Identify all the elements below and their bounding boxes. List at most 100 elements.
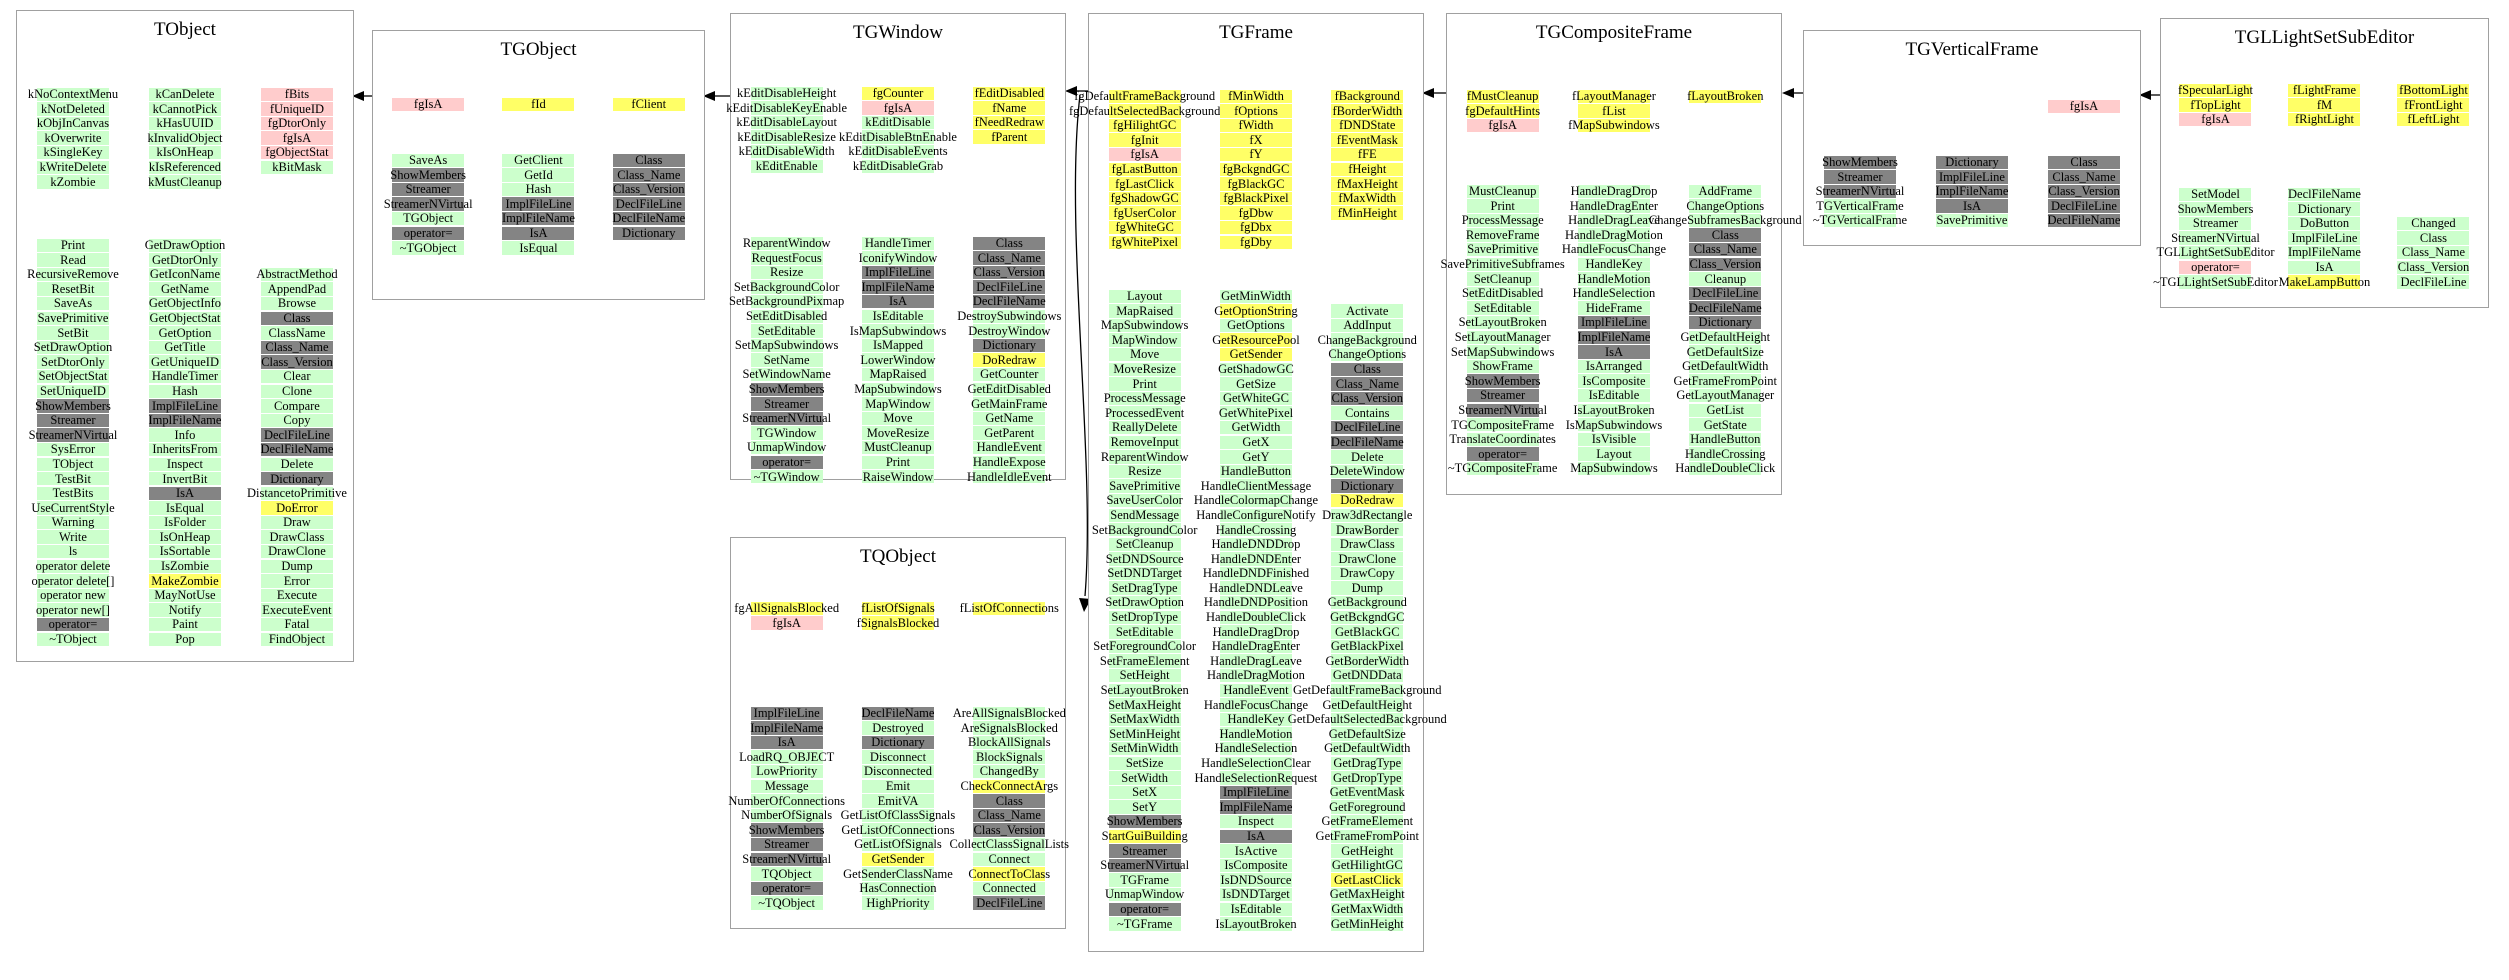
member-kbitmask[interactable]: kBitMask xyxy=(241,160,353,175)
member-getdefaultwidth[interactable]: GetDefaultWidth xyxy=(1312,741,1423,756)
member-fminwidth[interactable]: fMinWidth xyxy=(1200,89,1311,104)
member-geteventmask[interactable]: GetEventMask xyxy=(1312,785,1423,800)
member-fglastbutton[interactable]: fgLastButton xyxy=(1089,162,1200,177)
member-streamernvirtual[interactable]: StreamerNVirtual xyxy=(1089,858,1200,873)
member-islayoutbroken[interactable]: IsLayoutBroken xyxy=(1558,403,1669,418)
member-setbit[interactable]: SetBit xyxy=(17,326,129,341)
member-handledndenter[interactable]: HandleDNDEnter xyxy=(1200,552,1311,567)
member-hideframe[interactable]: HideFrame xyxy=(1558,301,1669,316)
member-showframe[interactable]: ShowFrame xyxy=(1447,359,1558,374)
member-mapsubwindows[interactable]: MapSubwindows xyxy=(1089,318,1200,333)
member-getframefrompoint[interactable]: GetFrameFromPoint xyxy=(1312,829,1423,844)
member-fdndstate[interactable]: fDNDState xyxy=(1312,118,1423,133)
member-streamernvirtual[interactable]: StreamerNVirtual xyxy=(731,852,842,867)
member-implfileline[interactable]: ImplFileLine xyxy=(842,265,953,280)
member-fbits[interactable]: fBits xyxy=(241,87,353,102)
member-kobjincanvas[interactable]: kObjInCanvas xyxy=(17,116,129,131)
member-layout[interactable]: Layout xyxy=(1089,289,1200,304)
member-operator-[interactable]: operator= xyxy=(17,617,129,632)
member-gettitle[interactable]: GetTitle xyxy=(129,340,241,355)
member-changeoptions[interactable]: ChangeOptions xyxy=(1670,199,1781,214)
member-keditdisablewidth[interactable]: kEditDisableWidth xyxy=(731,144,842,159)
member-ftoplight[interactable]: fTopLight xyxy=(2161,98,2270,113)
member-iscomposite[interactable]: IsComposite xyxy=(1558,374,1669,389)
member-handletimer[interactable]: HandleTimer xyxy=(129,369,241,384)
member-streamernvirtual[interactable]: StreamerNVirtual xyxy=(1804,184,1916,199)
member-connecttoclass[interactable]: ConnectToClass xyxy=(954,867,1065,882)
member-getoption[interactable]: GetOption xyxy=(129,326,241,341)
member-kisreferenced[interactable]: kIsReferenced xyxy=(129,160,241,175)
member-usecurrentstyle[interactable]: UseCurrentStyle xyxy=(17,501,129,516)
member-blockallsignals[interactable]: BlockAllSignals xyxy=(954,735,1065,750)
member-isequal[interactable]: IsEqual xyxy=(483,241,593,256)
member-dictionary[interactable]: Dictionary xyxy=(2270,202,2379,217)
member-write[interactable]: Write xyxy=(17,530,129,545)
member-handledndposition[interactable]: HandleDNDPosition xyxy=(1200,595,1311,610)
member-saveprimitive[interactable]: SavePrimitive xyxy=(17,311,129,326)
member-fgisa[interactable]: fgIsA xyxy=(842,101,953,116)
member-implfilename[interactable]: ImplFileName xyxy=(1916,184,2028,199)
member-tgllightsetsubeditor[interactable]: TGLLightSetSubEditor xyxy=(2156,245,2274,260)
member-fwidth[interactable]: fWidth xyxy=(1200,118,1311,133)
member-removeinput[interactable]: RemoveInput xyxy=(1089,435,1200,450)
member-handledragenter[interactable]: HandleDragEnter xyxy=(1200,639,1311,654)
member-class_version[interactable]: Class_Version xyxy=(1670,257,1781,272)
member-setlayoutbroken[interactable]: SetLayoutBroken xyxy=(1089,683,1200,698)
member-disconnect[interactable]: Disconnect xyxy=(842,750,953,765)
member-getwhitepixel[interactable]: GetWhitePixel xyxy=(1200,406,1311,421)
member-makezombie[interactable]: MakeZombie xyxy=(129,574,241,589)
member-getlist[interactable]: GetList xyxy=(1670,403,1781,418)
member-declfileline[interactable]: DeclFileLine xyxy=(1670,286,1781,301)
member-isa[interactable]: IsA xyxy=(129,486,241,501)
member-drawcopy[interactable]: DrawCopy xyxy=(1312,566,1423,581)
member-ls[interactable]: ls xyxy=(17,544,129,559)
member-keditdisableheight[interactable]: kEditDisableHeight xyxy=(731,86,842,101)
member-dictionary[interactable]: Dictionary xyxy=(1312,479,1423,494)
member-handleevent[interactable]: HandleEvent xyxy=(954,440,1065,455)
member-processmessage[interactable]: ProcessMessage xyxy=(1089,391,1200,406)
member-getheight[interactable]: GetHeight xyxy=(1312,844,1423,859)
member-handlefocuschange[interactable]: HandleFocusChange xyxy=(1558,242,1669,257)
member-class[interactable]: Class xyxy=(1312,362,1423,377)
member-showmembers[interactable]: ShowMembers xyxy=(1089,814,1200,829)
member-showmembers[interactable]: ShowMembers xyxy=(1804,155,1916,170)
member-issortable[interactable]: IsSortable xyxy=(129,544,241,559)
member-areallsignalsblocked[interactable]: AreAllSignalsBlocked xyxy=(953,706,1066,721)
member-getblackpixel[interactable]: GetBlackPixel xyxy=(1312,639,1423,654)
member-numberofsignals[interactable]: NumberOfSignals xyxy=(731,808,842,823)
member-geticonname[interactable]: GetIconName xyxy=(129,267,241,282)
member-operator-[interactable]: operator= xyxy=(1089,902,1200,917)
member-koverwrite[interactable]: kOverwrite xyxy=(17,131,129,146)
member-declfilename[interactable]: DeclFileName xyxy=(842,706,953,721)
member-fgdefaultselectedbackground[interactable]: fgDefaultSelectedBackground xyxy=(1069,104,1220,119)
member-loadrq_object[interactable]: LoadRQ_OBJECT xyxy=(731,750,842,765)
member-~tgverticalframe[interactable]: ~TGVerticalFrame xyxy=(1804,213,1916,228)
member-fgdby[interactable]: fgDby xyxy=(1200,235,1311,250)
member-fgisa[interactable]: fgIsA xyxy=(731,616,842,631)
member-fglastclick[interactable]: fgLastClick xyxy=(1089,177,1200,192)
member-tgwindow[interactable]: TGWindow xyxy=(731,426,842,441)
member-tgverticalframe[interactable]: TGVerticalFrame xyxy=(1804,199,1916,214)
member-setdndsource[interactable]: SetDNDSource xyxy=(1089,552,1200,567)
member-getlistofsignals[interactable]: GetListOfSignals xyxy=(842,837,953,852)
member-getdnddata[interactable]: GetDNDData xyxy=(1312,668,1423,683)
member-execute[interactable]: Execute xyxy=(241,588,353,603)
member-declfileline[interactable]: DeclFileLine xyxy=(1312,420,1423,435)
member-isa[interactable]: IsA xyxy=(1558,345,1669,360)
member-recursiveremove[interactable]: RecursiveRemove xyxy=(17,267,129,282)
member-browse[interactable]: Browse xyxy=(241,296,353,311)
member-iszombie[interactable]: IsZombie xyxy=(129,559,241,574)
member-flayoutmanager[interactable]: fLayoutManager xyxy=(1558,89,1669,104)
member-handlecrossing[interactable]: HandleCrossing xyxy=(1670,447,1781,462)
member-keditdisablebtnenable[interactable]: kEditDisableBtnEnable xyxy=(839,130,957,145)
member-streamer[interactable]: Streamer xyxy=(17,413,129,428)
member-inheritsfrom[interactable]: InheritsFrom xyxy=(129,442,241,457)
member-operator-new-[interactable]: operator new[] xyxy=(17,603,129,618)
member-showmembers[interactable]: ShowMembers xyxy=(2161,202,2270,217)
member-isdndtarget[interactable]: IsDNDTarget xyxy=(1200,887,1311,902)
member-hash[interactable]: Hash xyxy=(483,182,593,197)
member-streamernvirtual[interactable]: StreamerNVirtual xyxy=(373,197,483,212)
member-makelampbutton[interactable]: MakeLampButton xyxy=(2270,275,2379,290)
member-fgshadowgc[interactable]: fgShadowGC xyxy=(1089,191,1200,206)
member-clone[interactable]: Clone xyxy=(241,384,353,399)
